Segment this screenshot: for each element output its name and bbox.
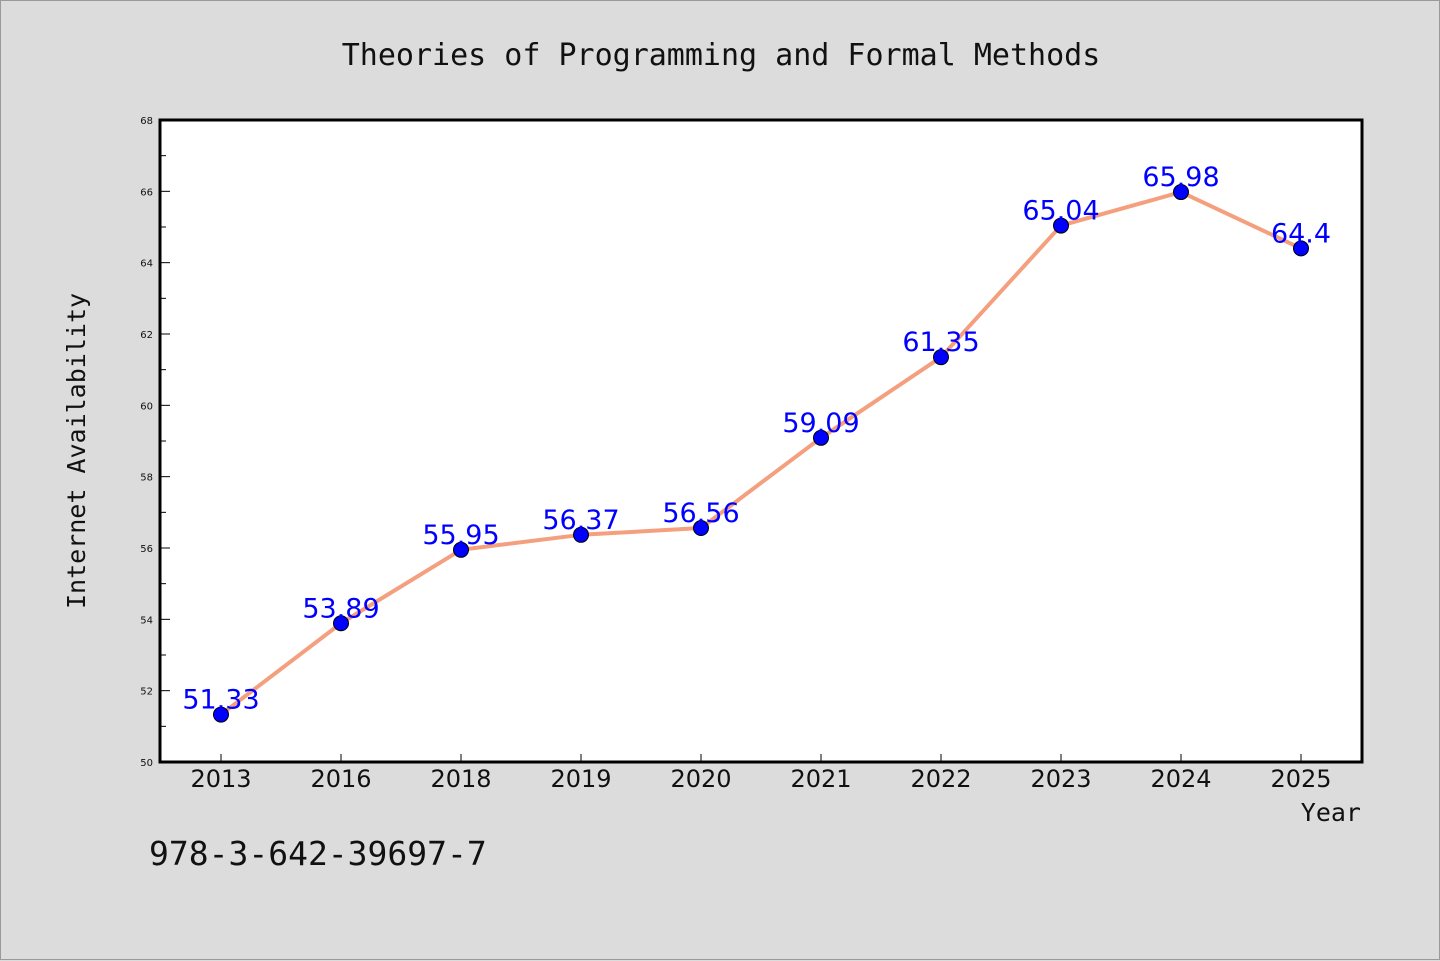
data-label: 59.09 (782, 408, 859, 439)
data-label: 51.33 (182, 685, 259, 716)
data-point (453, 541, 469, 558)
x-tick-label: 2021 (790, 765, 851, 793)
y-tick-label: 52 (140, 687, 153, 698)
y-axis-label: Internet Availability (62, 293, 91, 609)
y-tick-label: 62 (140, 330, 153, 341)
data-point (1053, 217, 1069, 234)
data-label: 61.35 (902, 327, 979, 358)
x-tick-label: 2016 (310, 765, 371, 793)
y-tick-label: 64 (140, 259, 153, 270)
data-label: 55.95 (422, 520, 499, 551)
plot-area (158, 118, 1364, 764)
y-tick-label: 58 (140, 473, 153, 484)
data-label: 65.04 (1022, 196, 1099, 227)
x-tick-label: 2020 (670, 765, 731, 793)
data-point (813, 429, 829, 446)
x-tick-label: 2013 (190, 765, 251, 793)
data-point (213, 706, 229, 723)
data-labels: 51.33 53.89 55.95 56.37 56.56 59.09 61.35 65.04… (182, 162, 1331, 716)
data-point (1173, 184, 1189, 201)
data-label: 64.4 (1271, 218, 1331, 249)
data-markers (213, 184, 1309, 723)
data-label: 56.37 (542, 505, 619, 536)
x-tick-label: 2024 (1150, 765, 1211, 793)
x-axis-label: Year (1301, 798, 1361, 827)
y-tick-label: 56 (140, 544, 153, 555)
data-point (573, 526, 589, 543)
data-point (693, 520, 709, 537)
data-label: 53.89 (302, 593, 379, 624)
y-tick-label: 68 (140, 116, 153, 127)
x-tick-label: 2025 (1270, 765, 1331, 793)
data-label: 56.56 (662, 498, 739, 529)
y-axis: 50 52 54 56 58 60 62 64 66 68 (140, 116, 170, 769)
y-tick-label: 60 (140, 401, 153, 412)
series-line (219, 190, 1302, 717)
data-point (933, 349, 949, 366)
x-tick-label: 2022 (910, 765, 971, 793)
y-tick-label: 50 (140, 758, 153, 769)
x-axis: 2013 2016 2018 2019 2020 2021 2022 2023 2024 2025 (190, 754, 1332, 793)
data-point (1293, 240, 1309, 257)
isbn-annotation: 978-3-642-39697-7 (149, 834, 487, 873)
x-tick-label: 2023 (1030, 765, 1091, 793)
data-point (333, 615, 349, 632)
x-tick-label: 2018 (430, 765, 491, 793)
x-tick-label: 2019 (550, 765, 611, 793)
data-label: 65.98 (1142, 162, 1219, 193)
chart-title: Theories of Programming and Formal Metho… (342, 38, 1101, 73)
y-tick-label: 54 (140, 615, 153, 626)
y-tick-label: 66 (140, 187, 153, 198)
